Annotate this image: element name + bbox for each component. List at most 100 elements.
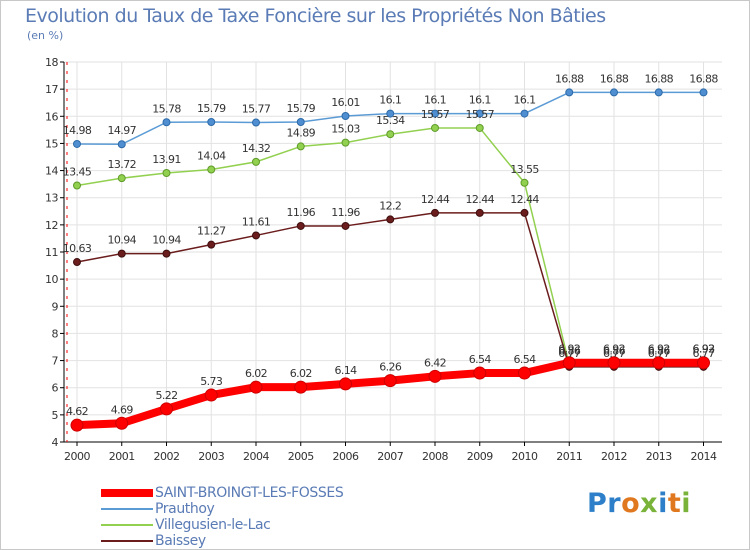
point-prauthoy-2014	[699, 88, 708, 97]
data-label-villegusien-2004: 14.32	[242, 142, 271, 155]
point-baissey-2003	[207, 240, 216, 249]
x-tick-label-2013: 2013	[646, 450, 672, 463]
point-baissey-2000	[73, 258, 81, 267]
x-tick-label-2001: 2001	[109, 450, 135, 463]
data-label-prauthoy-2011: 16.88	[555, 72, 584, 85]
point-saint-broingt-2003	[204, 388, 218, 402]
legend-label-saint-broingt: SAINT-BROINGT-LES-FOSSES	[155, 485, 344, 501]
data-label-prauthoy-2007: 16.1	[379, 94, 401, 107]
legend-swatch-saint-broingt	[101, 489, 153, 497]
data-label-saint-broingt-2014: 6.92	[692, 343, 714, 356]
point-saint-broingt-2007	[383, 374, 397, 388]
point-prauthoy-2007	[386, 109, 395, 118]
point-villegusien-2000	[73, 181, 81, 190]
point-baissey-2006	[341, 221, 350, 230]
data-label-villegusien-2011: 6.86	[558, 344, 581, 357]
data-label-villegusien-2000: 13.45	[63, 166, 92, 179]
y-tick-label-4: 4	[52, 436, 59, 449]
y-tick-label-16: 16	[45, 110, 58, 123]
y-tick-label-12: 12	[45, 219, 58, 232]
legend-label-baissey: Baissey	[155, 533, 206, 549]
y-tick-label-6: 6	[52, 382, 59, 395]
x-tick-label-2006: 2006	[333, 450, 359, 463]
x-tick-label-2004: 2004	[243, 450, 269, 463]
data-label-prauthoy-2013: 16.88	[645, 72, 674, 85]
x-tick-label-2002: 2002	[154, 450, 180, 463]
y-tick-label-5: 5	[52, 409, 59, 422]
data-label-prauthoy-2010: 16.1	[513, 94, 535, 107]
x-tick-label-2008: 2008	[422, 450, 448, 463]
point-baissey-2005	[296, 221, 305, 230]
data-label-baissey-2013: 6.77	[648, 347, 671, 360]
data-label-baissey-2002: 10.94	[152, 234, 181, 247]
point-saint-broingt-2008	[428, 369, 442, 383]
x-tick-label-2009: 2009	[467, 450, 493, 463]
point-saint-broingt-2011	[562, 356, 576, 370]
data-label-saint-broingt-2007: 6.26	[379, 361, 402, 374]
data-label-prauthoy-2004: 15.77	[242, 103, 271, 116]
data-label-villegusien-2007: 15.34	[376, 114, 405, 127]
y-tick-label-11: 11	[45, 246, 58, 259]
point-saint-broingt-2010	[518, 366, 531, 380]
data-label-saint-broingt-2001: 4.69	[111, 403, 134, 416]
point-saint-broingt-2004	[249, 380, 263, 394]
y-tick-label-15: 15	[45, 137, 58, 150]
data-label-villegusien-2009: 15.57	[466, 108, 495, 121]
data-label-villegusien-2008: 15.57	[421, 108, 450, 121]
point-villegusien-2001	[117, 174, 126, 183]
chart-title: Evolution du Taux de Taxe Foncière sur l…	[25, 5, 606, 27]
point-prauthoy-2010	[520, 109, 529, 118]
data-label-baissey-2005: 11.96	[287, 206, 316, 219]
point-villegusien-2007	[386, 130, 395, 139]
data-label-saint-broingt-2002: 5.22	[155, 389, 177, 402]
data-label-villegusien-2014: 6.93	[692, 342, 715, 355]
legend-label-prauthoy: Prauthoy	[155, 501, 215, 517]
x-tick-label-2000: 2000	[64, 450, 90, 463]
point-prauthoy-2001	[117, 140, 126, 149]
point-saint-broingt-2001	[115, 416, 129, 430]
x-tick-label-2010: 2010	[512, 450, 538, 463]
data-label-baissey-2008: 12.44	[421, 193, 450, 206]
data-label-prauthoy-2009: 16.1	[469, 94, 491, 107]
y-tick-label-17: 17	[45, 83, 58, 96]
x-tick-label-2005: 2005	[288, 450, 314, 463]
data-label-saint-broingt-2013: 6.92	[648, 343, 670, 356]
data-label-prauthoy-2006: 16.01	[331, 96, 360, 109]
data-label-saint-broingt-2004: 6.02	[245, 367, 267, 380]
point-prauthoy-2000	[73, 139, 81, 148]
point-villegusien-2004	[252, 157, 260, 166]
data-label-saint-broingt-2008: 6.42	[424, 356, 446, 369]
data-label-baissey-2004: 11.61	[242, 215, 271, 228]
data-label-saint-broingt-2000: 4.62	[66, 405, 88, 418]
y-tick-label-8: 8	[52, 327, 59, 340]
point-prauthoy-2003	[207, 117, 216, 126]
point-saint-broingt-2013	[652, 356, 666, 370]
data-label-prauthoy-2002: 15.78	[152, 102, 181, 115]
point-saint-broingt-2014	[697, 356, 710, 370]
point-prauthoy-2004	[252, 118, 260, 127]
data-label-baissey-2001: 10.94	[108, 234, 137, 247]
data-label-villegusien-2010: 13.55	[510, 163, 539, 176]
data-label-saint-broingt-2009: 6.54	[469, 353, 492, 366]
point-saint-broingt-2009	[473, 366, 487, 380]
point-baissey-2007	[386, 215, 395, 224]
legend-label-villegusien: Villegusien-le-Lac	[155, 517, 271, 533]
proxiti-logo: Proxiti	[587, 488, 692, 519]
data-label-baissey-2003: 11.27	[197, 225, 226, 238]
data-label-saint-broingt-2012: 6.92	[603, 343, 625, 356]
point-baissey-2009	[475, 208, 484, 217]
point-saint-broingt-2012	[607, 356, 621, 370]
data-label-prauthoy-2014: 16.88	[689, 72, 718, 85]
point-prauthoy-2009	[475, 109, 484, 118]
data-label-villegusien-2002: 13.91	[152, 153, 181, 166]
point-villegusien-2008	[431, 123, 439, 132]
data-label-baissey-2009: 12.44	[466, 193, 495, 206]
data-label-saint-broingt-2010: 6.54	[513, 353, 536, 366]
data-label-prauthoy-2000: 14.98	[63, 124, 92, 137]
point-baissey-2004	[252, 231, 260, 240]
y-axis-unit: (en %)	[27, 29, 64, 42]
point-prauthoy-2002	[162, 118, 171, 127]
data-label-villegusien-2001: 13.72	[108, 158, 137, 171]
point-prauthoy-2011	[565, 88, 574, 97]
